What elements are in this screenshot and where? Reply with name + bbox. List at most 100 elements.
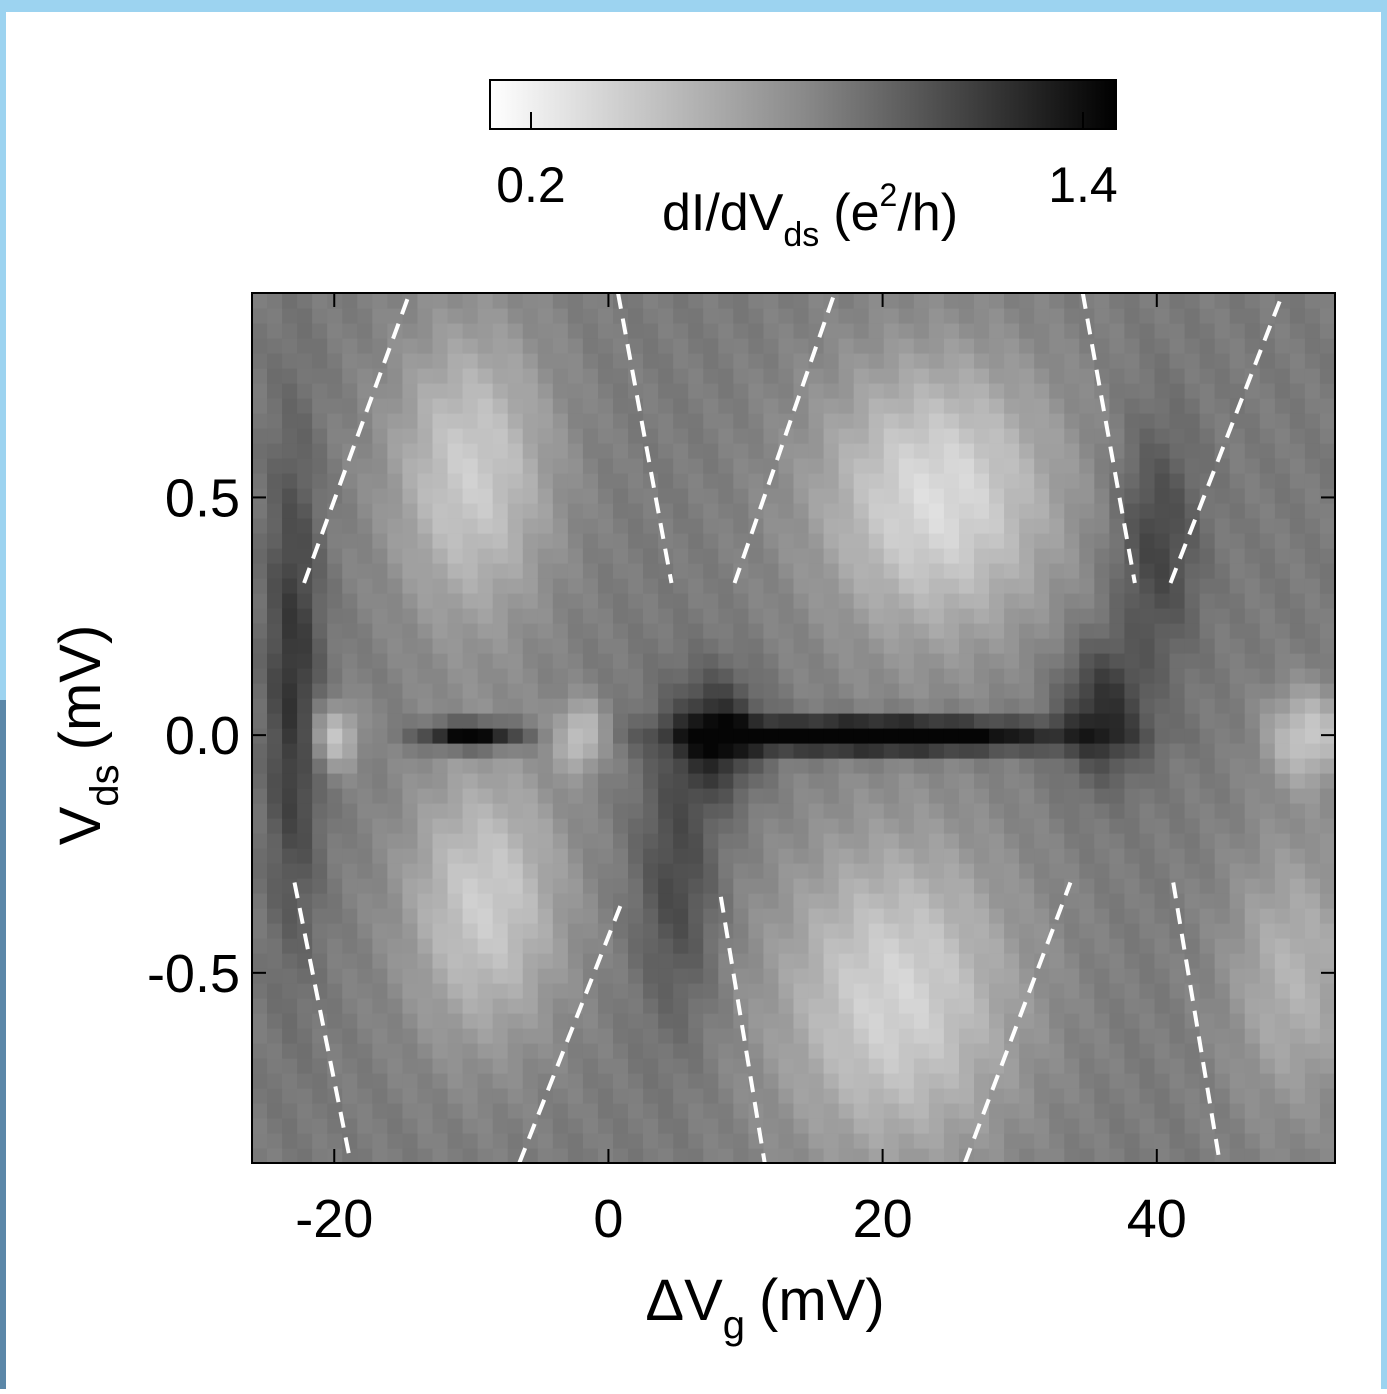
heatmap-cell [597,743,614,759]
heatmap-cell [1319,953,1335,969]
heatmap-cell [1214,1118,1231,1134]
heatmap-cell [628,683,644,699]
heatmap-cell [1079,713,1095,729]
heatmap-cell [462,353,479,369]
heatmap-cell [297,788,313,804]
heatmap-cell [507,1043,524,1059]
heatmap-cell [778,1043,795,1059]
heatmap-cell [643,698,659,714]
heatmap-cell [928,653,945,669]
heatmap-cell [357,1013,373,1029]
heatmap-cell [958,1028,975,1044]
heatmap-cell [1154,578,1171,594]
heatmap-cell [1004,653,1020,669]
heatmap-cell [793,908,810,924]
heatmap-cell [868,383,885,399]
heatmap-cell [1109,1088,1126,1104]
heatmap-cell [582,488,599,504]
heatmap-cell [868,563,885,579]
heatmap-cell [327,803,343,819]
heatmap-cell [838,668,855,684]
heatmap-cell [974,1148,990,1163]
heatmap-cell [1079,683,1095,699]
heatmap-cell [447,818,464,834]
heatmap-cell [763,1058,780,1074]
heatmap-cell [853,638,870,654]
heatmap-cell [943,383,960,399]
heatmap-cell [1154,998,1171,1014]
heatmap-cell [1259,368,1276,384]
heatmap-cell [989,953,1005,969]
heatmap-cell [1289,533,1306,549]
heatmap-cell [823,713,840,729]
heatmap-cell [1199,908,1216,924]
heatmap-cell [808,803,825,819]
heatmap-cell [613,923,629,939]
heatmap-cell [582,893,599,909]
heatmap-cell [974,653,990,669]
heatmap-cell [1079,668,1095,684]
heatmap-cell [733,443,749,459]
heatmap-cell [1184,563,1201,579]
heatmap-cell [853,653,870,669]
heatmap-cell [417,818,434,834]
heatmap-cell [447,848,464,864]
heatmap-cell [1259,428,1276,444]
heatmap-cell [342,548,358,564]
heatmap-cell [1289,953,1306,969]
heatmap-cell [1274,443,1291,459]
heatmap-cell [1034,293,1050,309]
heatmap-cell [522,338,539,354]
heatmap-cell [883,638,900,654]
heatmap-cell [1079,593,1095,609]
heatmap-cell [808,998,825,1014]
heatmap-cell [989,638,1005,654]
heatmap-cell [793,683,810,699]
heatmap-cell [1124,563,1141,579]
heatmap-cell [402,1043,419,1059]
heatmap-cell [763,788,780,804]
heatmap-cell [327,788,343,804]
heatmap-cell [913,878,930,894]
heatmap-cell [432,458,449,474]
heatmap-cell [778,398,795,414]
heatmap-cell [778,563,795,579]
heatmap-cell [447,758,464,774]
heatmap-cell [673,638,689,654]
heatmap-cell [387,1148,404,1163]
heatmap-cell [387,458,404,474]
heatmap-cell [1229,293,1246,309]
heatmap-cell [1154,848,1171,864]
heatmap-cell [1064,953,1080,969]
heatmap-cell [1214,623,1231,639]
heatmap-cell [913,1088,930,1104]
heatmap-cell [883,398,900,414]
heatmap-cell [372,1058,388,1074]
heatmap-cell [312,713,328,729]
heatmap-cell [1019,1118,1035,1134]
heatmap-cell [1229,773,1246,789]
heatmap-cell [974,683,990,699]
heatmap-cell [552,1073,569,1089]
heatmap-cell [1304,548,1321,564]
heatmap-cell [928,473,945,489]
heatmap-cell [838,818,855,834]
heatmap-cell [402,518,419,534]
heatmap-cell [1109,863,1126,879]
heatmap-cell [658,1043,674,1059]
heatmap-cell [447,1103,464,1119]
heatmap-cell [282,593,298,609]
heatmap-cell [267,968,283,984]
heatmap-cell [868,863,885,879]
heatmap-cell [1049,713,1065,729]
heatmap-cell [808,908,825,924]
heatmap-cell [477,803,494,819]
heatmap-cell [868,773,885,789]
heatmap-cell [477,638,494,654]
heatmap-cell [1139,998,1156,1014]
heatmap-cell [282,743,298,759]
heatmap-cell [252,563,268,579]
heatmap-cell [522,998,539,1014]
heatmap-cell [267,773,283,789]
heatmap-cell [327,383,343,399]
